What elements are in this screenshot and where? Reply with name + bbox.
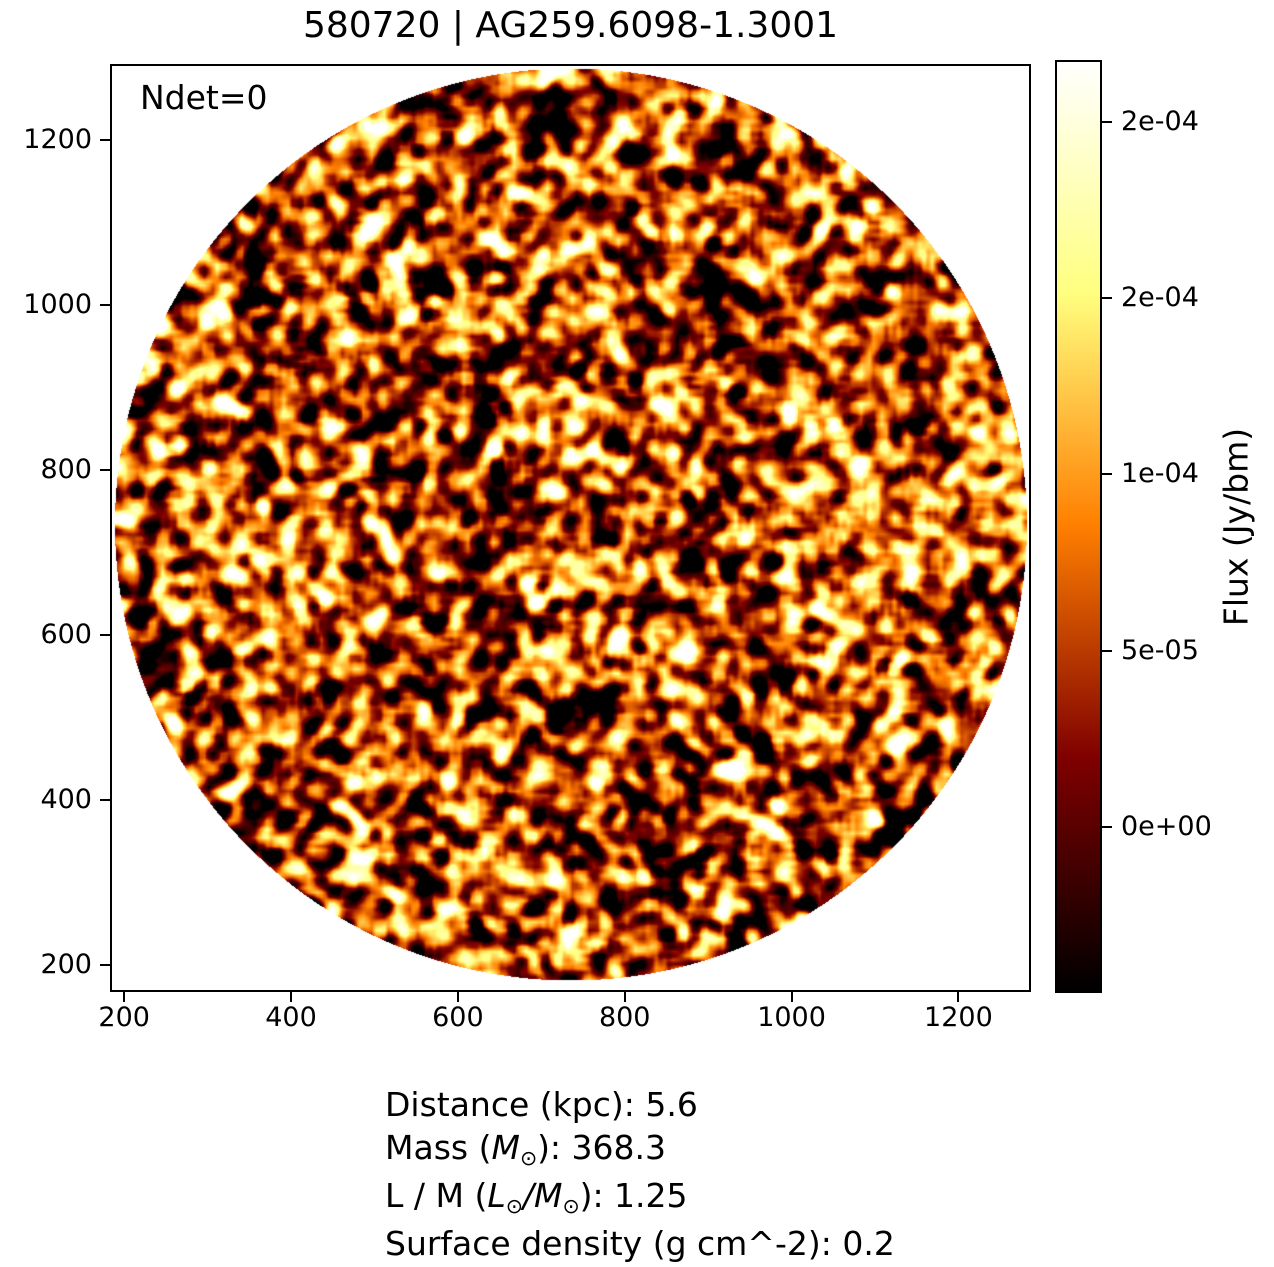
- y-tick-label: 400: [40, 783, 92, 815]
- x-tick-mark: [123, 992, 126, 1002]
- y-tick-mark: [100, 468, 110, 471]
- y-tick-mark: [100, 798, 110, 801]
- info-text: ⊙: [562, 1193, 580, 1218]
- info-text: ): 368.3: [537, 1128, 667, 1167]
- info-line: Mass (M⊙): 368.3: [385, 1126, 895, 1174]
- info-text: Distance (kpc): 5.6: [385, 1085, 698, 1124]
- colorbar: [1055, 60, 1102, 993]
- y-tick-label: 600: [40, 618, 92, 650]
- info-line: Distance (kpc): 5.6: [385, 1083, 895, 1126]
- flux-map-image: [112, 66, 1029, 990]
- info-text: /: [522, 1176, 534, 1215]
- x-tick-label: 1000: [757, 1002, 826, 1033]
- colorbar-tick-mark: [1102, 120, 1112, 123]
- y-tick-mark: [100, 303, 110, 306]
- colorbar-label: Flux (Jy/bm): [1216, 427, 1256, 627]
- x-tick-mark: [456, 992, 459, 1002]
- info-panel: Distance (kpc): 5.6 Mass (M⊙): 368.3 L / M…: [385, 1083, 895, 1265]
- x-tick-label: 400: [265, 1002, 317, 1033]
- colorbar-tick-label: 2e-04: [1121, 282, 1199, 313]
- x-tick-label: 800: [598, 1002, 651, 1033]
- y-tick-mark: [100, 138, 110, 141]
- colorbar-tick-mark: [1102, 473, 1112, 476]
- x-tick-label: 200: [98, 1002, 150, 1033]
- info-text: M: [491, 1128, 520, 1167]
- colorbar-tick-label: 0e+00: [1121, 810, 1212, 842]
- colorbar-gradient: [1057, 62, 1100, 991]
- x-tick-mark: [623, 992, 626, 1002]
- x-tick-label: 1200: [924, 1002, 993, 1033]
- info-text: M: [533, 1176, 563, 1215]
- info-text: ): 1.25: [579, 1176, 688, 1215]
- info-text: ⊙: [505, 1193, 523, 1218]
- colorbar-tick-label: 1e-04: [1121, 458, 1199, 490]
- y-tick-label: 1200: [23, 123, 92, 155]
- ndet-annotation: Ndet=0: [140, 78, 268, 117]
- info-text: L / M (: [385, 1176, 488, 1215]
- colorbar-tick-mark: [1102, 297, 1112, 299]
- y-tick-label: 200: [40, 948, 92, 980]
- colorbar-tick-label: 2e-04: [1121, 105, 1199, 137]
- y-tick-label: 800: [40, 453, 92, 485]
- plot-area: Ndet=0: [110, 64, 1031, 992]
- colorbar-tick-mark: [1102, 825, 1112, 828]
- y-tick-mark: [100, 963, 110, 966]
- x-tick-mark: [790, 992, 793, 1002]
- info-text: Mass (: [385, 1128, 492, 1167]
- y-tick-label: 1000: [23, 288, 92, 320]
- info-line: L / M (L⊙/M⊙): 1.25: [385, 1174, 895, 1222]
- info-text: L: [487, 1176, 506, 1215]
- colorbar-tick-mark: [1102, 649, 1112, 652]
- x-tick-label: 600: [432, 1002, 484, 1033]
- y-tick-mark: [100, 633, 110, 636]
- plot-title: 580720 | AG259.6098-1.3001: [302, 5, 839, 46]
- x-tick-mark: [290, 992, 293, 1002]
- info-line: Surface density (g cm^-2): 0.2: [385, 1222, 895, 1265]
- colorbar-tick-label: 5e-05: [1121, 634, 1199, 666]
- info-text: Surface density (g cm^-2): 0.2: [385, 1224, 895, 1263]
- x-tick-mark: [957, 992, 960, 1002]
- info-text: ⊙: [519, 1145, 538, 1170]
